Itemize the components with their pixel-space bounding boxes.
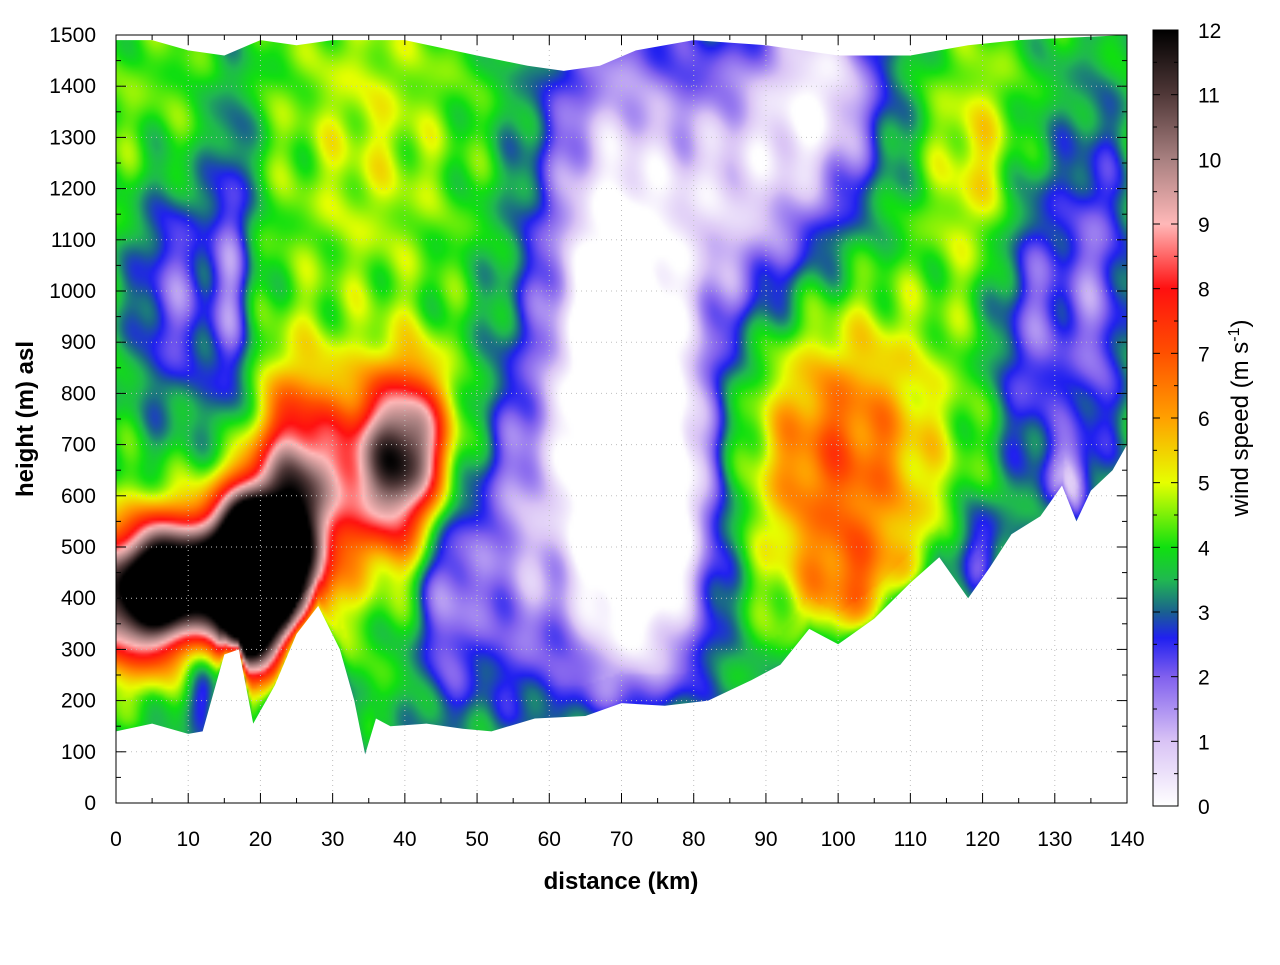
x-tick-label: 120 [965, 828, 1000, 851]
colorbar-label-superscript: -1 [1226, 327, 1243, 341]
y-tick-label: 1100 [51, 229, 96, 252]
colorbar-tick-label: 4 [1198, 537, 1210, 560]
y-tick-label: 0 [84, 792, 96, 815]
colorbar-tick-label: 9 [1198, 214, 1210, 237]
y-tick-labels: 0 100 200 300 400 500 600 700 800 900 1000 1100 1200… [49, 24, 96, 815]
x-tick-label: 100 [821, 828, 856, 851]
y-tick-label: 1300 [49, 126, 96, 149]
y-tick-label: 400 [61, 587, 96, 610]
colorbar-tick-label: 2 [1198, 667, 1210, 690]
x-tick-label: 50 [465, 828, 488, 851]
x-tick-label: 0 [110, 828, 122, 851]
colorbar-tick-label: 10 [1198, 149, 1221, 172]
plot-frame [115, 34, 1128, 804]
x-axis-label: distance (km) [544, 868, 699, 895]
y-tick-label: 700 [61, 434, 96, 457]
grid-lines [116, 35, 1127, 803]
y-tick-label: 1400 [49, 75, 96, 98]
x-tick-label: 60 [538, 828, 561, 851]
y-tick-label: 900 [61, 331, 96, 354]
colorbar-tick-label: 5 [1198, 473, 1210, 496]
y-tick-label: 1000 [49, 280, 96, 303]
x-tick-label: 70 [610, 828, 633, 851]
colorbar-ticks [1153, 29, 1178, 807]
y-tick-label: 500 [61, 536, 96, 559]
colorbar-tick-label: 6 [1198, 408, 1210, 431]
x-tick-label: 110 [894, 828, 927, 851]
y-tick-label: 1200 [49, 178, 96, 201]
colorbar-tick-label: 1 [1198, 731, 1210, 754]
y-tick-label: 1500 [49, 24, 96, 47]
colorbar-label-end: ) [1227, 320, 1254, 328]
y-tick-label: 100 [61, 741, 96, 764]
x-tick-label: 40 [393, 828, 416, 851]
y-tick-label: 600 [61, 485, 96, 508]
x-tick-label: 130 [1037, 828, 1072, 851]
x-tick-label: 10 [177, 828, 200, 851]
x-tick-label: 140 [1109, 828, 1144, 851]
y-tick-label: 300 [61, 638, 96, 661]
colorbar-tick-label: 12 [1198, 20, 1221, 43]
colorbar-label-main: wind speed (m s [1227, 342, 1254, 518]
colorbar-tick-label: 11 [1198, 85, 1220, 108]
colorbar-tick-label: 8 [1198, 279, 1210, 302]
y-tick-label: 200 [61, 690, 96, 713]
y-axis-label: height (m) asl [12, 341, 39, 497]
x-tick-labels: 0 10 20 30 40 50 60 70 80 90 100 110 120 130 140 [110, 828, 1144, 851]
colorbar-tick-label: 7 [1198, 343, 1210, 366]
colorbar-tick-label: 3 [1198, 602, 1210, 625]
y-tick-label: 800 [61, 382, 96, 405]
x-tick-label: 80 [682, 828, 705, 851]
x-tick-label: 90 [754, 828, 777, 851]
x-tick-label: 20 [249, 828, 272, 851]
x-tick-label: 30 [321, 828, 344, 851]
colorbar-label: wind speed (m s-1) [1226, 320, 1254, 518]
colorbar-tick-label: 0 [1198, 796, 1210, 819]
